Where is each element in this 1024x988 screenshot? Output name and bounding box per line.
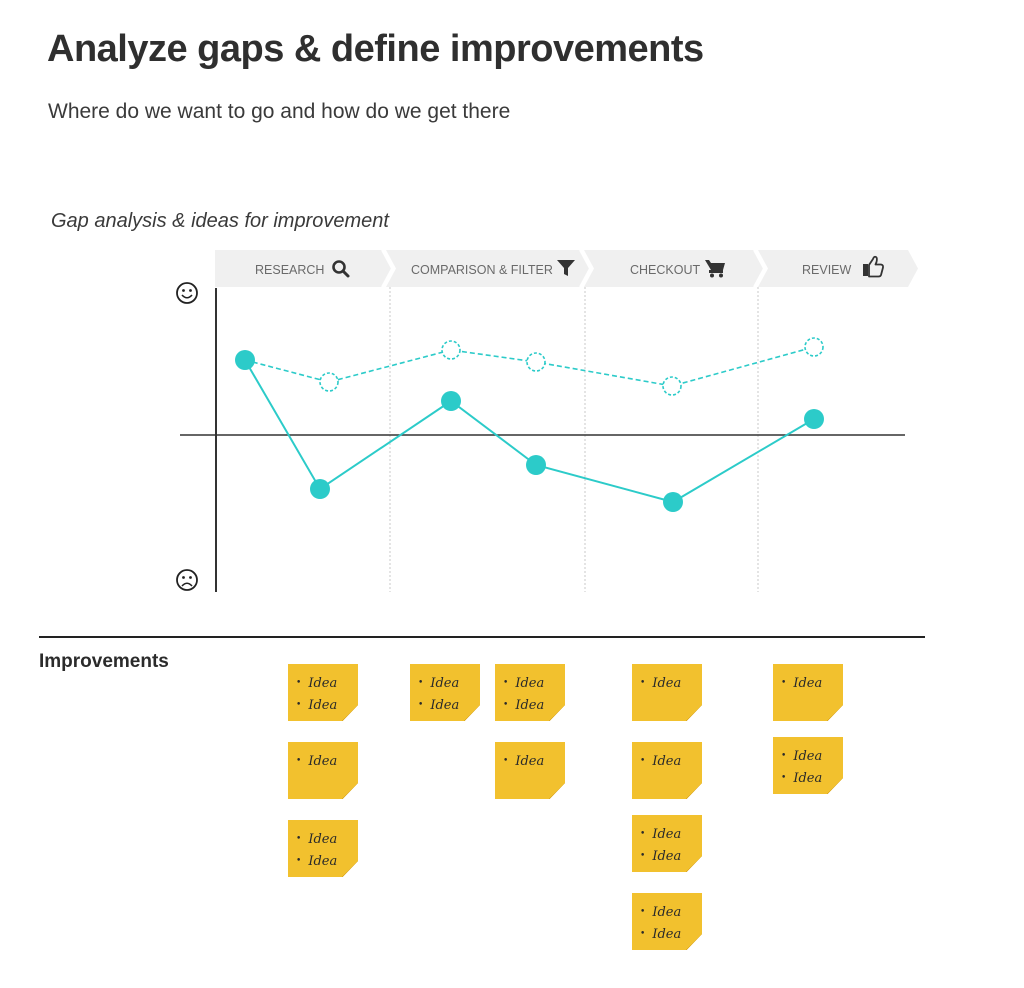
sticky-note[interactable]: IdeaIdea [632, 893, 702, 950]
idea-item: Idea [640, 923, 702, 945]
phase-segment-review [758, 250, 918, 287]
sticky-note[interactable]: Idea [288, 742, 358, 799]
idea-item: Idea [296, 750, 358, 772]
data-point [319, 372, 339, 392]
sticky-note[interactable]: Idea [632, 664, 702, 721]
idea-item: Idea [418, 694, 480, 716]
idea-item: Idea [503, 694, 565, 716]
phase-segment-comparison [386, 250, 590, 287]
idea-item: Idea [640, 672, 702, 694]
data-point [804, 409, 824, 429]
idea-item: Idea [640, 823, 702, 845]
sticky-note[interactable]: Idea [773, 664, 843, 721]
page-title: Analyze gaps & define improvements [47, 28, 704, 70]
phase-label-review: REVIEW [802, 263, 852, 277]
phase-segment-checkout [584, 250, 764, 287]
sticky-note[interactable]: IdeaIdea [288, 664, 358, 721]
phase-segment-research [215, 250, 392, 287]
sticky-note[interactable]: IdeaIdea [410, 664, 480, 721]
filter-icon [557, 260, 575, 276]
data-point [441, 391, 461, 411]
happy-face-icon [176, 282, 198, 304]
idea-item: Idea [781, 767, 843, 789]
search-icon [332, 260, 350, 278]
data-point [662, 376, 682, 396]
series-desired [244, 337, 824, 396]
series-current [235, 350, 824, 512]
sticky-note[interactable]: Idea [495, 742, 565, 799]
idea-item: Idea [296, 828, 358, 850]
chart-caption: Gap analysis & ideas for improvement [51, 210, 389, 232]
sticky-note[interactable]: IdeaIdea [495, 664, 565, 721]
phase-label-comparison: COMPARISON & FILTER [411, 263, 553, 277]
idea-item: Idea [296, 672, 358, 694]
phase-label-research: RESEARCH [255, 263, 324, 277]
idea-item: Idea [503, 750, 565, 772]
phase-dividers [389, 287, 759, 592]
phase-band: RESEARCH COMPARISON & FILTER CHECKOUT RE… [215, 249, 918, 288]
data-point [663, 492, 683, 512]
gap-analysis-chart: RESEARCH COMPARISON & FILTER CHECKOUT RE… [176, 249, 918, 592]
idea-item: Idea [640, 845, 702, 867]
data-point [526, 455, 546, 475]
idea-item: Idea [781, 745, 843, 767]
thumbs-up-icon [863, 255, 884, 278]
idea-item: Idea [781, 672, 843, 694]
sticky-note[interactable]: IdeaIdea [288, 820, 358, 877]
idea-item: Idea [418, 672, 480, 694]
sticky-note[interactable]: Idea [632, 742, 702, 799]
idea-item: Idea [640, 750, 702, 772]
data-point [235, 350, 255, 370]
data-point [310, 479, 330, 499]
idea-item: Idea [503, 672, 565, 694]
sad-face-icon [176, 569, 198, 591]
page-subtitle: Where do we want to go and how do we get… [48, 100, 511, 123]
data-point [441, 340, 461, 360]
section-divider [39, 636, 925, 638]
data-point [804, 337, 824, 357]
improvements-heading: Improvements [39, 651, 169, 672]
idea-item: Idea [296, 694, 358, 716]
idea-item: Idea [640, 901, 702, 923]
phase-label-checkout: CHECKOUT [630, 263, 701, 277]
data-point [526, 352, 546, 372]
sticky-note[interactable]: IdeaIdea [632, 815, 702, 872]
idea-item: Idea [296, 850, 358, 872]
cart-icon [705, 260, 725, 278]
sticky-note[interactable]: IdeaIdea [773, 737, 843, 794]
